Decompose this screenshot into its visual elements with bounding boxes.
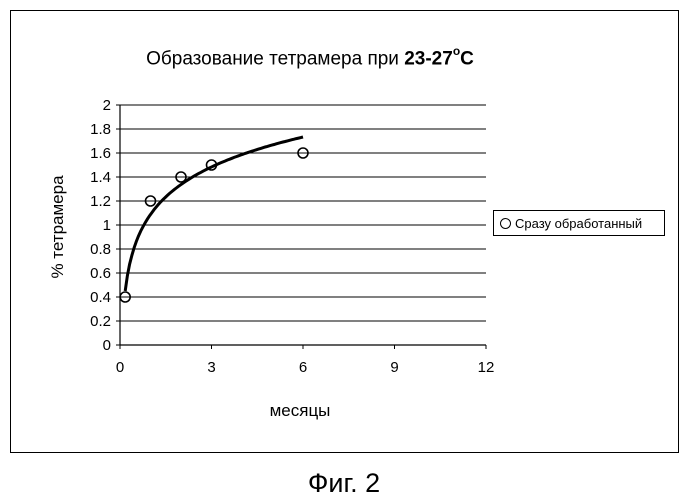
y-tick-label: 1 [103, 217, 111, 234]
y-tick-label: 0 [103, 337, 111, 354]
x-tick-label: 6 [299, 359, 307, 376]
y-tick-label: 2 [103, 97, 111, 114]
x-tick-label: 0 [116, 359, 124, 376]
x-tick-label: 12 [478, 359, 495, 376]
y-tick-label: 0.8 [90, 241, 111, 258]
legend-marker-icon [500, 218, 511, 229]
x-tick-label: 3 [207, 359, 215, 376]
legend: Сразу обработанный [493, 210, 665, 236]
x-tick-label: 9 [390, 359, 398, 376]
y-tick-label: 1.6 [90, 145, 111, 162]
y-tick-label: 0.6 [90, 265, 111, 282]
legend-label: Сразу обработанный [515, 216, 642, 231]
x-axis-label: месяцы [270, 401, 331, 420]
figure-caption: Фиг. 2 [0, 468, 688, 499]
y-tick-label: 1.4 [90, 169, 111, 186]
y-axis-label: % тетрамера [48, 175, 67, 279]
y-tick-label: 1.8 [90, 121, 111, 138]
y-tick-label: 0.4 [90, 289, 111, 306]
y-tick-label: 0.2 [90, 313, 111, 330]
y-tick-label: 1.2 [90, 193, 111, 210]
